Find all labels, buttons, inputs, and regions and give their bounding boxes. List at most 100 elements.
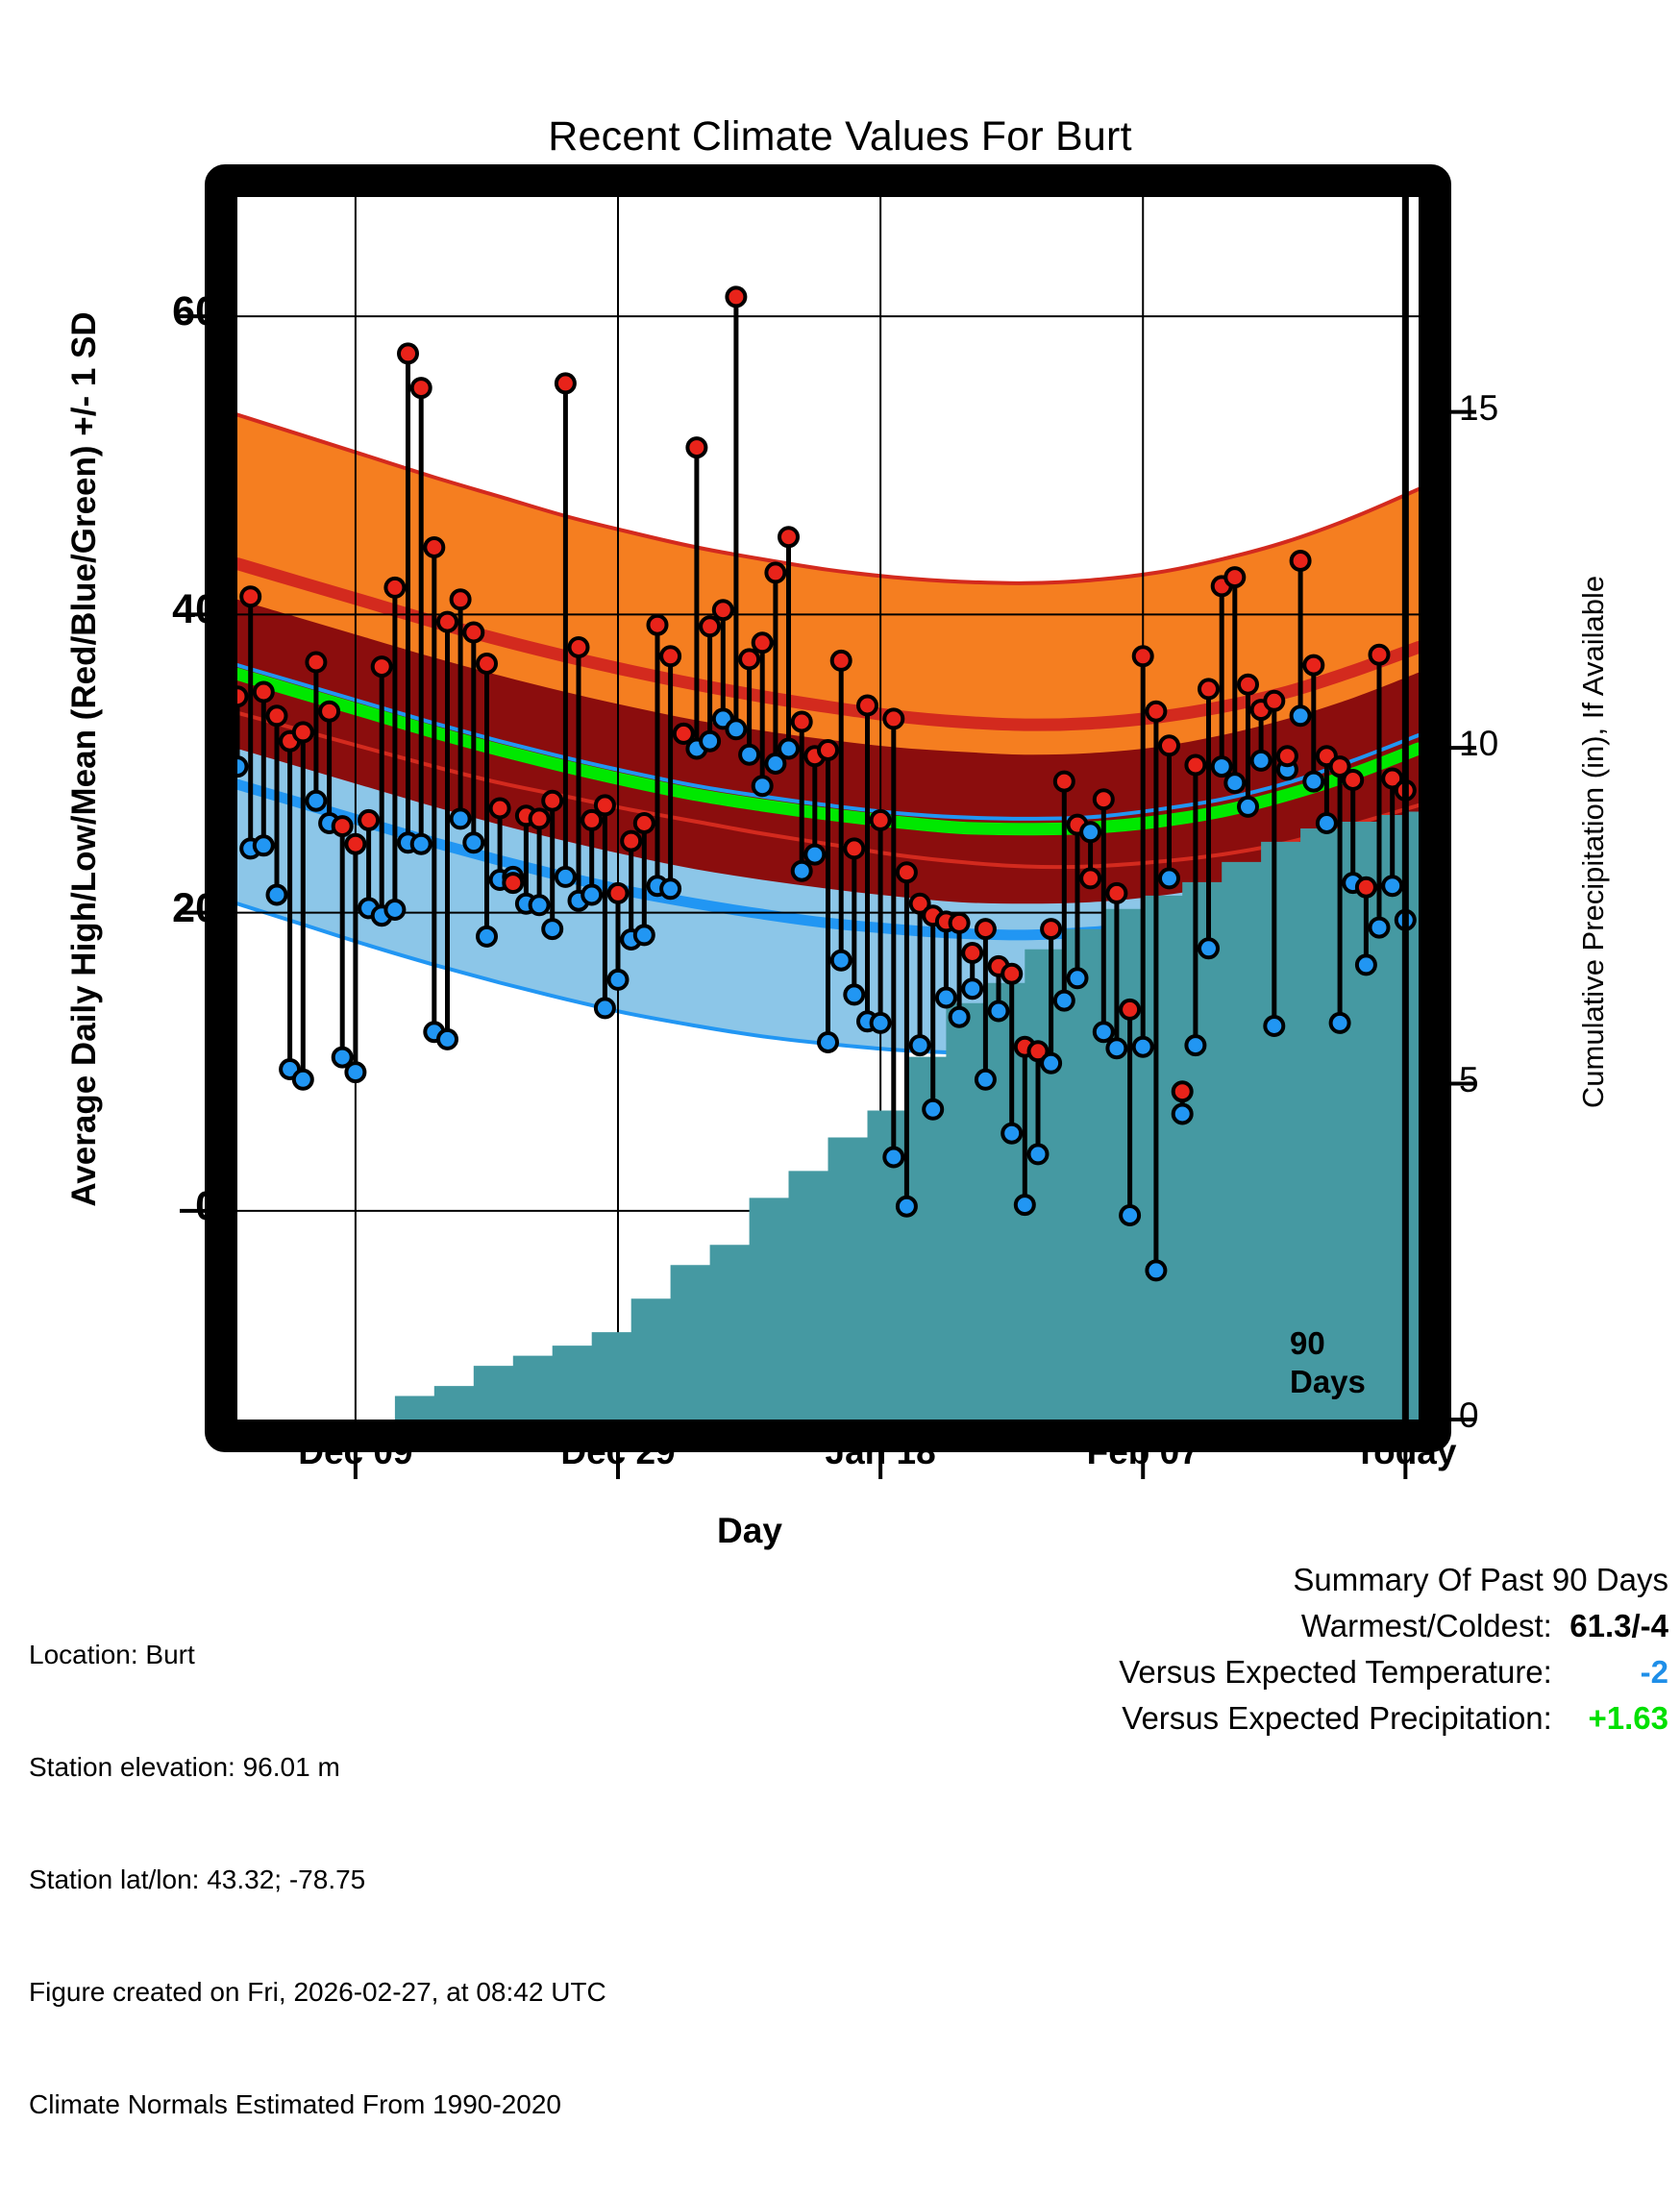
observation-high-dot — [751, 631, 774, 654]
summary-row-value: +1.63 — [1588, 1700, 1669, 1736]
observation-low-dot — [1119, 1204, 1142, 1226]
observation-high-dot — [1145, 700, 1168, 723]
observation-low-dot — [383, 899, 407, 921]
observation-low-dot — [1328, 1011, 1351, 1034]
observation-low-dot — [1368, 916, 1391, 939]
observation-high-dot — [895, 861, 918, 884]
observation-low-dot — [948, 1005, 971, 1028]
observation-low-dot — [528, 894, 551, 917]
observation-low-dot — [803, 843, 827, 866]
observation-low-dot — [409, 832, 432, 855]
observation-high-dot — [1328, 755, 1351, 778]
y2-tick-label: 10 — [1459, 724, 1499, 764]
observation-high-dot — [1381, 767, 1404, 790]
observation-low-dot — [1026, 1143, 1050, 1166]
observation-low-dot — [1079, 821, 1102, 844]
observation-low-dot — [1013, 1194, 1036, 1217]
observation-high-dot — [1079, 867, 1102, 890]
observation-high-dot — [1354, 876, 1377, 899]
summary-row-label: Warmest/Coldest: — [1300, 1608, 1561, 1643]
observation-high-dot — [1040, 918, 1063, 941]
plot-content — [237, 197, 1419, 1420]
x-axis-label: Day — [717, 1511, 782, 1550]
observation-high-dot — [1198, 678, 1220, 701]
summary-panel: Summary Of Past 90 Days Warmest/Coldest:… — [1119, 1557, 1668, 1741]
observation-high-dot — [567, 636, 590, 658]
observation-high-dot — [1342, 769, 1365, 791]
footer-latlon: Station lat/lon: 43.32; -78.75 — [29, 1865, 366, 1894]
observation-low-dot — [869, 1011, 892, 1034]
observation-low-dot — [449, 807, 472, 830]
observation-high-dot — [606, 881, 630, 904]
observation-low-dot — [1302, 770, 1325, 793]
observation-high-dot — [488, 797, 511, 820]
observation-high-dot — [344, 832, 367, 855]
observation-high-dot — [305, 651, 328, 674]
observation-high-dot — [331, 815, 354, 838]
observation-high-dot — [1223, 566, 1247, 589]
observation-low-dot — [632, 924, 655, 947]
observation-high-dot — [1158, 734, 1180, 757]
summary-rows: Warmest/Coldest: 61.3/-4 Versus Expected … — [1119, 1603, 1668, 1741]
footer-elevation: Station elevation: 96.01 m — [29, 1752, 340, 1782]
observation-low-dot — [1289, 704, 1312, 728]
observation-high-dot — [646, 613, 669, 636]
footer-normals: Climate Normals Estimated From 1990-2020 — [29, 2089, 561, 2119]
observation-low-dot — [843, 983, 866, 1006]
observation-high-dot — [790, 710, 813, 733]
observation-low-dot — [1263, 1015, 1286, 1037]
plot-frame — [205, 164, 1451, 1452]
observation-high-dot — [817, 739, 839, 761]
observation-low-dot — [922, 1098, 945, 1121]
observation-low-dot — [1249, 749, 1272, 772]
observation-low-dot — [305, 789, 328, 812]
y2-tick-label: 5 — [1459, 1059, 1479, 1099]
observation-high-dot — [659, 645, 682, 668]
observation-high-dot — [409, 377, 432, 400]
observation-low-dot — [974, 1068, 997, 1091]
observation-low-dot — [606, 968, 630, 991]
observation-low-dot — [1223, 772, 1247, 795]
footer-metadata: Location: Burt Station elevation: 96.01 … — [29, 1561, 606, 2198]
observation-low-dot — [1066, 967, 1089, 990]
observation-high-dot — [397, 342, 419, 365]
observation-high-dot — [291, 721, 314, 744]
observation-low-dot — [331, 1046, 354, 1069]
observation-low-dot — [1040, 1051, 1063, 1074]
observation-high-dot — [1171, 1080, 1194, 1103]
observation-high-dot — [1119, 998, 1142, 1021]
observation-high-dot — [1052, 770, 1075, 793]
observation-high-dot — [778, 526, 800, 549]
observation-high-dot — [1184, 753, 1207, 777]
observation-low-dot — [1158, 867, 1180, 890]
observation-high-dot — [711, 599, 734, 622]
observation-high-dot — [1237, 673, 1259, 696]
observation-high-dot — [908, 892, 931, 915]
observation-low-dot — [237, 755, 249, 778]
plot-area — [180, 164, 1476, 1479]
observation-low-dot — [987, 1000, 1010, 1023]
observation-low-dot — [790, 859, 813, 882]
summary-row: Versus Expected Precipitation: +1.63 — [1119, 1695, 1668, 1741]
observation-low-dot — [1237, 795, 1259, 818]
observation-high-dot — [1105, 881, 1128, 904]
observation-high-dot — [948, 911, 971, 934]
precipitation-area — [237, 811, 1419, 1420]
observation-low-dot — [1354, 953, 1377, 976]
observation-high-dot — [358, 808, 381, 831]
observation-low-dot — [1105, 1037, 1128, 1060]
observation-low-dot — [1052, 989, 1075, 1012]
observation-low-dot — [1315, 812, 1338, 834]
observation-low-dot — [764, 753, 787, 775]
observation-low-dot — [1171, 1102, 1194, 1125]
today-annotation-line1: 90 — [1290, 1325, 1325, 1361]
observation-high-dot — [869, 808, 892, 831]
y2-tick-label: 15 — [1459, 387, 1499, 428]
summary-row-value: 61.3/-4 — [1569, 1608, 1668, 1643]
observation-high-dot — [252, 680, 275, 704]
observation-high-dot — [370, 655, 393, 679]
observation-high-dot — [620, 829, 643, 852]
today-annotation: 90 Days — [1290, 1324, 1366, 1401]
observation-low-dot — [252, 834, 275, 857]
observation-high-dot — [476, 653, 498, 675]
